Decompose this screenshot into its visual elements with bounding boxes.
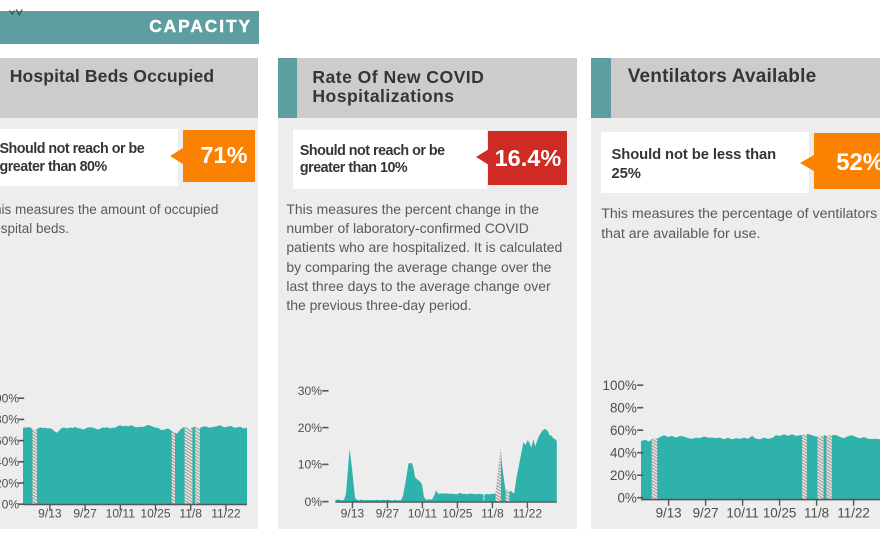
svg-text:60%: 60% [0,434,19,448]
svg-text:40%: 40% [0,455,19,469]
svg-text:20%: 20% [0,476,19,490]
svg-text:9/13: 9/13 [38,507,62,521]
svg-text:10/25: 10/25 [140,507,171,521]
svg-text:11/8: 11/8 [481,507,504,521]
svg-text:0%: 0% [2,498,20,512]
svg-text:10/11: 10/11 [726,506,759,521]
svg-text:9/13: 9/13 [341,507,365,521]
svg-text:10/11: 10/11 [106,507,136,521]
svg-text:10/11: 10/11 [408,507,438,521]
svg-text:100%: 100% [603,378,637,393]
svg-text:60%: 60% [610,423,637,438]
svg-text:30%: 30% [298,384,322,398]
svg-text:11/8: 11/8 [179,507,202,521]
svg-text:80%: 80% [610,401,637,416]
svg-text:0%: 0% [617,491,636,506]
svg-text:10%: 10% [298,458,322,472]
svg-text:40%: 40% [610,446,637,461]
svg-text:10/25: 10/25 [442,507,473,521]
svg-text:9/27: 9/27 [73,507,97,521]
svg-text:0%: 0% [305,495,323,509]
svg-text:9/27: 9/27 [376,507,400,521]
svg-text:20%: 20% [610,468,637,483]
svg-text:11/22: 11/22 [513,507,543,521]
svg-text:9/13: 9/13 [656,506,682,521]
svg-text:80%: 80% [0,413,19,427]
svg-text:20%: 20% [298,421,322,435]
svg-text:11/22: 11/22 [211,507,241,521]
svg-text:11/22: 11/22 [837,506,870,521]
svg-text:9/27: 9/27 [693,506,719,521]
svg-text:11/8: 11/8 [804,506,829,521]
svg-text:10/25: 10/25 [763,506,797,521]
svg-text:100%: 100% [0,392,19,406]
